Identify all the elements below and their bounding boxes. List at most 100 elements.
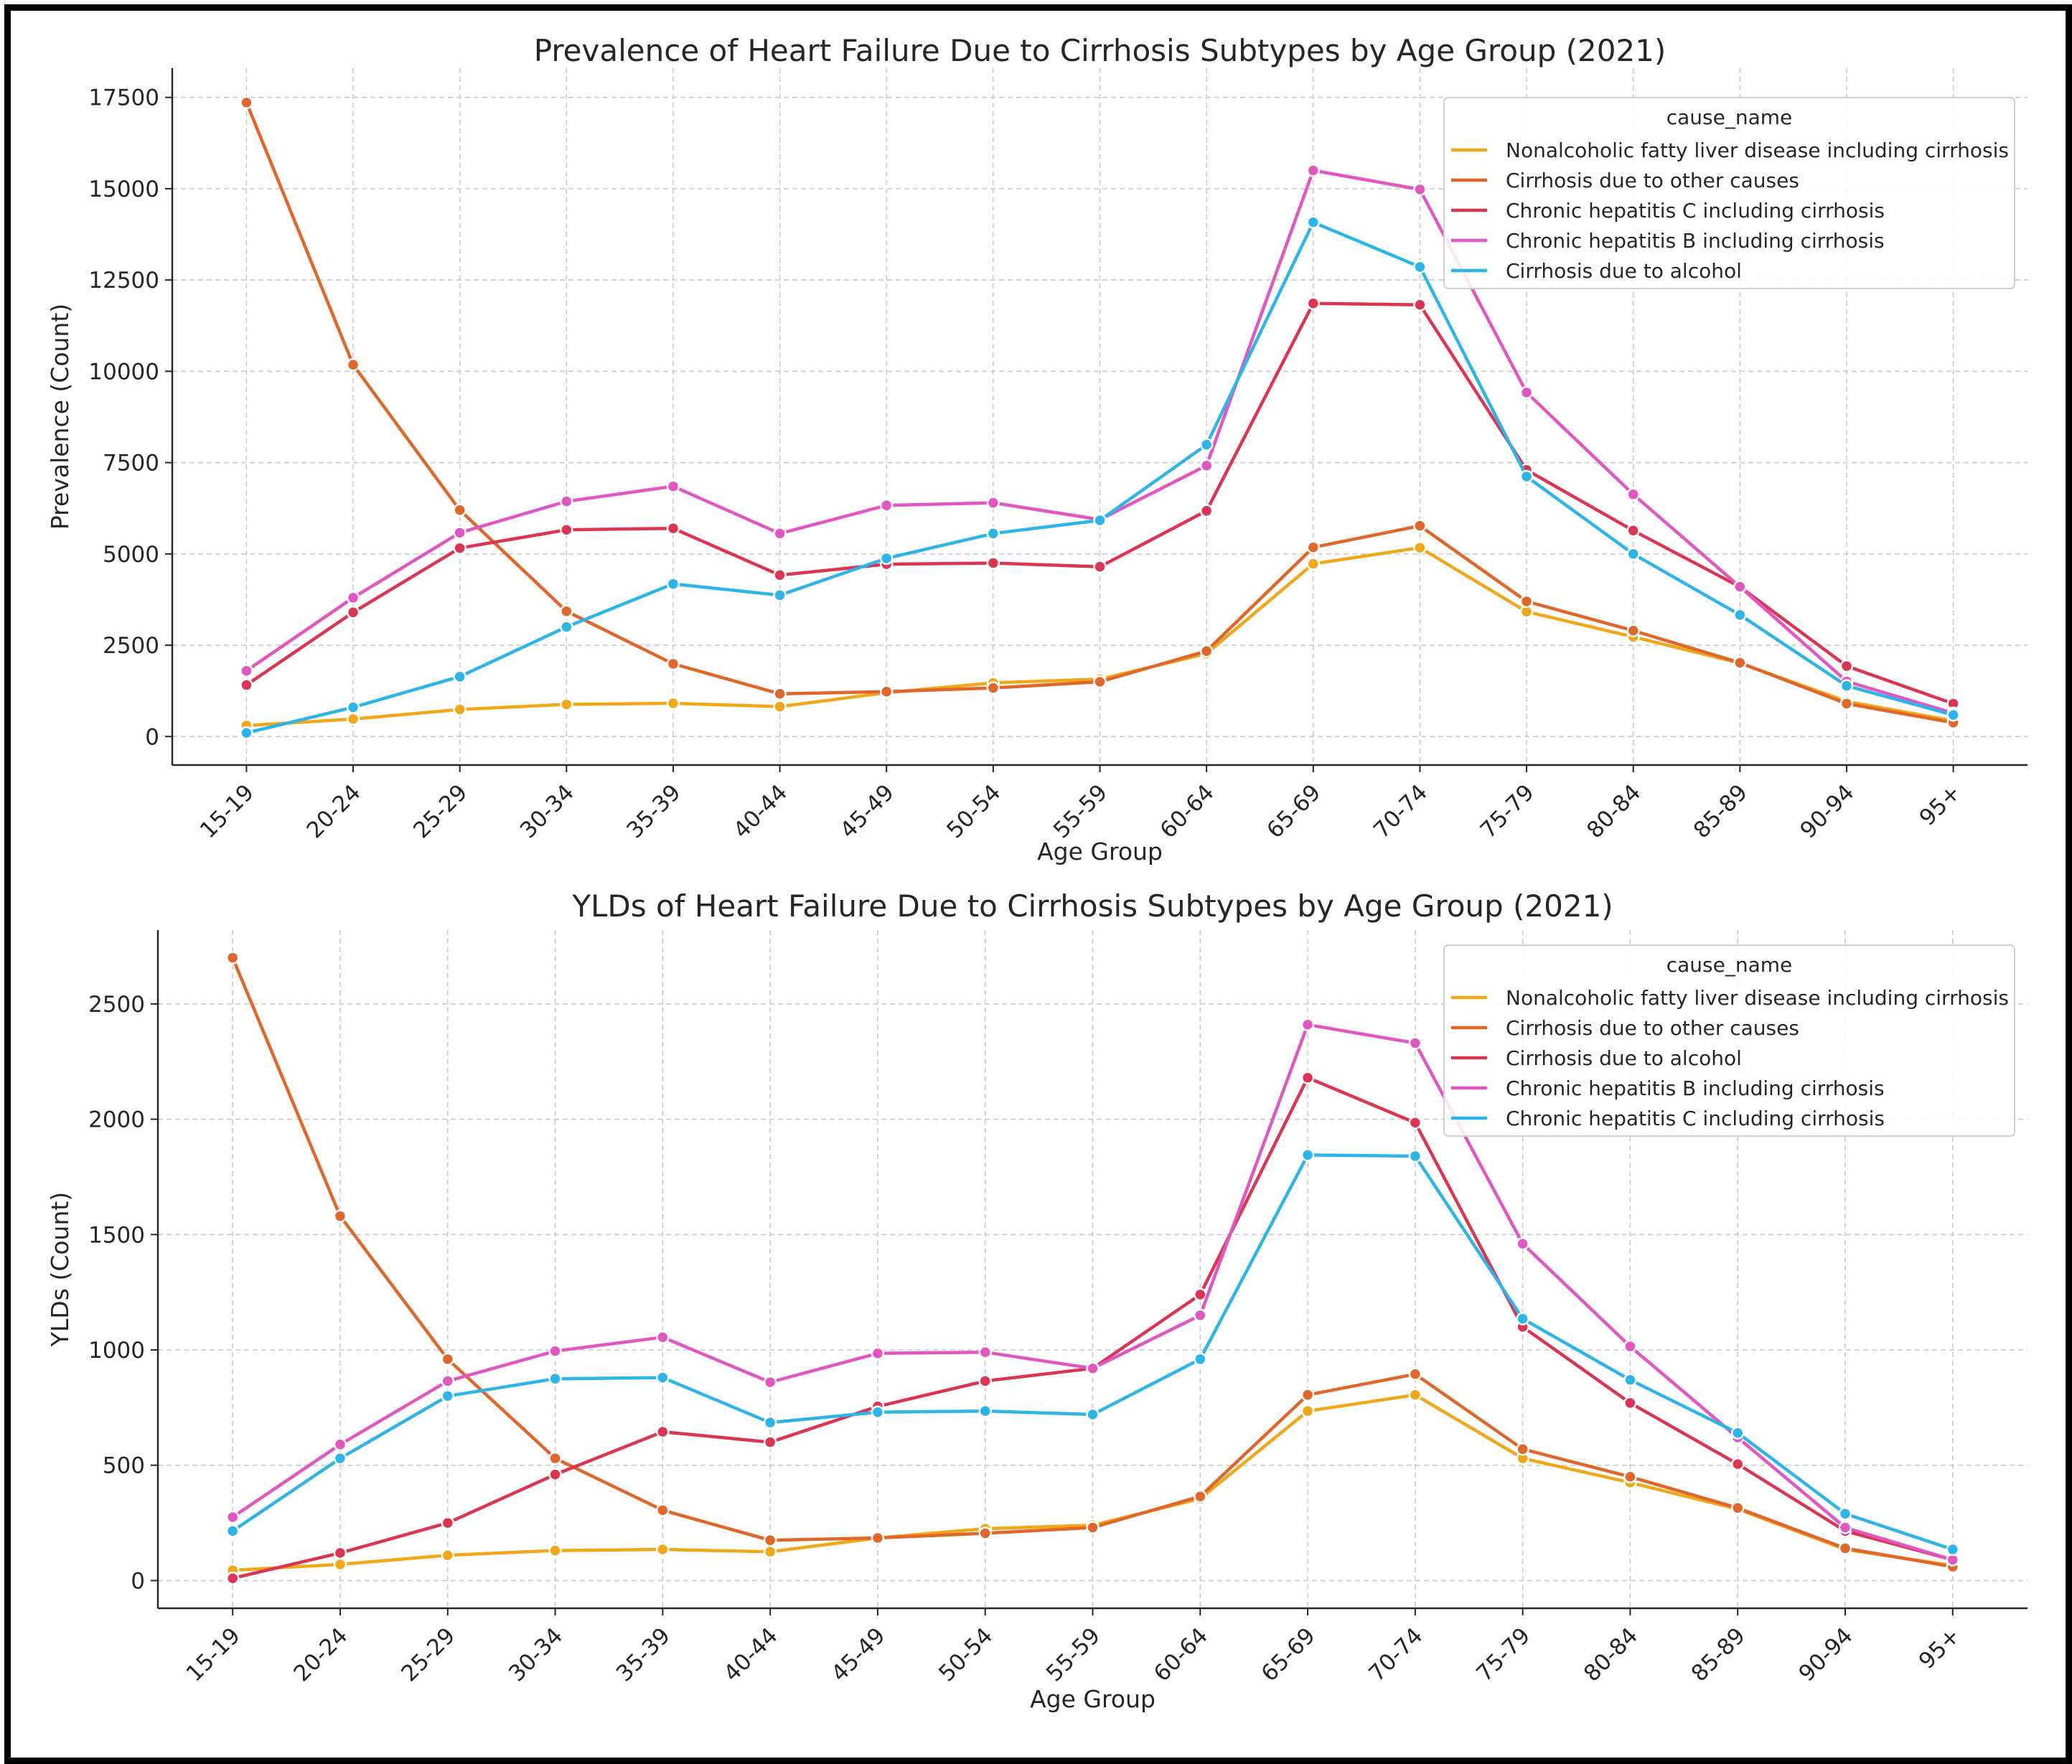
data-point	[441, 1389, 455, 1403]
data-point	[1408, 1367, 1422, 1381]
data-point	[986, 681, 1000, 695]
data-point	[225, 951, 240, 965]
y-tick-label: 10000	[88, 359, 159, 385]
chart-title: YLDs of Heart Failure Due to Cirrhosis S…	[571, 888, 1613, 924]
data-point	[333, 1437, 347, 1452]
data-point	[441, 1352, 455, 1366]
x-tick-label: 25-29	[408, 779, 472, 843]
data-point	[1516, 1237, 1529, 1251]
y-tick-label: 17500	[88, 85, 159, 111]
data-point	[1413, 540, 1427, 555]
data-point	[656, 1425, 670, 1439]
data-point	[1730, 1426, 1745, 1440]
data-point	[333, 1209, 347, 1223]
legend-entry: Chronic hepatitis C including cirrhosis	[1506, 1107, 1885, 1130]
y-tick-label: 12500	[88, 268, 159, 294]
chart-figure: Prevalence of Heart Failure Due to Cirrh…	[46, 33, 2028, 1713]
chart-2: YLDs of Heart Failure Due to Cirrhosis S…	[46, 888, 2028, 1713]
data-point	[1733, 656, 1747, 670]
data-point	[548, 1544, 562, 1557]
legend: cause_name Nonalcoholic fatty liver disea…	[1443, 97, 2015, 289]
data-point	[225, 1524, 240, 1538]
x-tick-label: 80-84	[1582, 779, 1646, 843]
data-point	[1626, 524, 1640, 538]
series-4	[225, 1018, 1960, 1567]
data-point	[1300, 1388, 1315, 1402]
data-point	[871, 1405, 885, 1420]
data-point	[879, 685, 894, 698]
data-point	[1306, 296, 1321, 310]
data-point	[1306, 557, 1321, 571]
data-point	[1093, 560, 1107, 573]
data-point	[333, 1451, 347, 1465]
data-point	[1519, 594, 1534, 609]
data-point	[1733, 608, 1747, 622]
data-point	[240, 664, 253, 677]
series-5	[225, 1148, 1960, 1557]
data-point	[441, 1374, 455, 1388]
x-tick-label: 65-69	[1257, 1623, 1321, 1686]
data-point	[346, 606, 360, 619]
data-point	[1946, 1542, 1960, 1557]
data-point	[441, 1516, 455, 1530]
data-point	[1194, 1489, 1207, 1503]
data-point	[1838, 1521, 1852, 1534]
data-point	[1413, 298, 1427, 312]
data-point	[1306, 215, 1321, 230]
data-point	[1626, 547, 1640, 561]
data-point	[560, 604, 573, 618]
data-point	[656, 1542, 670, 1557]
y-tick-label: 0	[131, 1568, 145, 1594]
x-tick-label: 75-79	[1471, 1623, 1535, 1686]
legend-entry: Chronic hepatitis C including cirrhosis	[1506, 199, 1885, 222]
legend-entry: Cirrhosis due to other causes	[1506, 169, 1799, 192]
x-tick-label: 25-29	[396, 1623, 460, 1686]
data-point	[1408, 1116, 1422, 1130]
data-point	[548, 1468, 562, 1481]
x-tick-label: 15-19	[182, 1623, 245, 1686]
x-tick-label: 60-64	[1155, 779, 1219, 843]
data-point	[1838, 1506, 1852, 1521]
x-tick-label: 15-19	[195, 779, 259, 843]
x-tick-label: 65-69	[1262, 779, 1326, 843]
data-point	[666, 577, 680, 591]
data-point	[978, 1374, 992, 1388]
figure-frame: Prevalence of Heart Failure Due to Cirrh…	[4, 4, 2072, 1764]
data-point	[1093, 513, 1107, 527]
y-tick-label: 5000	[103, 542, 159, 568]
data-point	[1194, 1287, 1207, 1302]
x-tick-label: 35-39	[611, 1623, 675, 1686]
y-tick-label: 7500	[103, 451, 159, 477]
data-point	[1194, 1308, 1207, 1323]
x-tick-label: 50-54	[934, 1623, 998, 1686]
data-point	[1306, 540, 1321, 554]
y-axis-label: YLDs (Count)	[46, 1192, 74, 1347]
data-point	[763, 1533, 777, 1547]
data-point	[1516, 1312, 1529, 1326]
data-point	[560, 620, 573, 634]
x-tick-label: 20-24	[302, 779, 366, 843]
chart-1: Prevalence of Heart Failure Due to Cirrh…	[46, 33, 2028, 865]
data-point	[1519, 385, 1534, 400]
y-tick-label: 1000	[88, 1338, 145, 1364]
legend-title: cause_name	[1666, 105, 1793, 129]
data-point	[773, 588, 787, 602]
data-point	[879, 498, 894, 512]
data-point	[656, 1371, 670, 1384]
data-point	[560, 698, 573, 711]
x-tick-label: 30-34	[515, 779, 579, 843]
data-point	[1408, 1388, 1422, 1402]
data-point	[656, 1331, 670, 1344]
x-tick-label: 90-94	[1794, 1623, 1858, 1686]
x-tick-label: 75-79	[1476, 779, 1539, 843]
x-tick-label: 95+	[1915, 779, 1966, 831]
data-point	[763, 1545, 777, 1559]
data-point	[560, 494, 573, 508]
data-point	[1300, 1071, 1315, 1084]
y-tick-label: 0	[145, 724, 159, 750]
data-point	[666, 657, 680, 671]
data-point	[560, 523, 573, 537]
data-point	[1623, 1373, 1637, 1387]
legend-entry: Cirrhosis due to alcohol	[1506, 1046, 1742, 1070]
legend-entry: Cirrhosis due to alcohol	[1506, 259, 1742, 283]
